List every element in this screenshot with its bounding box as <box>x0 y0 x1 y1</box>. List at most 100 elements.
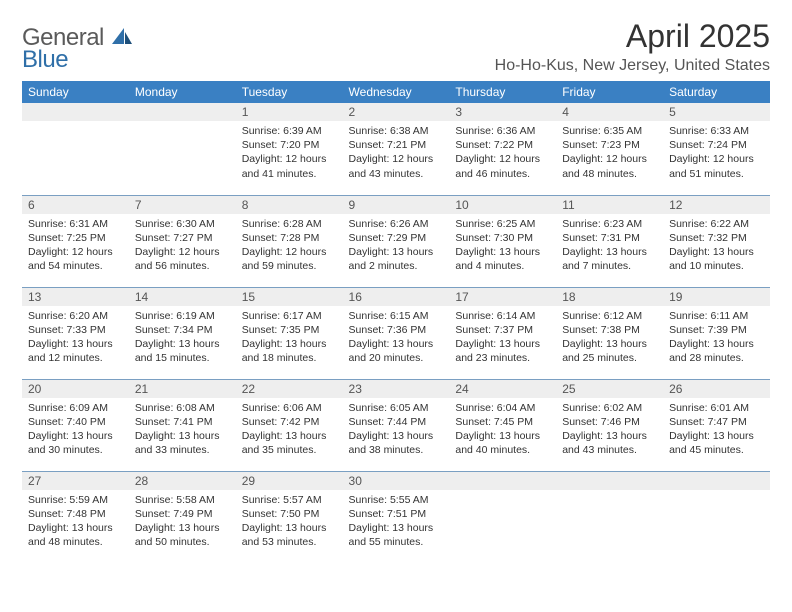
day-details: Sunrise: 6:17 AMSunset: 7:35 PMDaylight:… <box>236 306 343 370</box>
day-details: Sunrise: 6:25 AMSunset: 7:30 PMDaylight:… <box>449 214 556 278</box>
day-details: Sunrise: 6:14 AMSunset: 7:37 PMDaylight:… <box>449 306 556 370</box>
day-number: 2 <box>343 103 450 121</box>
logo-sail-icon <box>110 26 134 51</box>
calendar-day-cell: 26Sunrise: 6:01 AMSunset: 7:47 PMDayligh… <box>663 379 770 471</box>
calendar-day-cell: 2Sunrise: 6:38 AMSunset: 7:21 PMDaylight… <box>343 103 450 195</box>
day-number <box>663 472 770 490</box>
day-details: Sunrise: 6:02 AMSunset: 7:46 PMDaylight:… <box>556 398 663 462</box>
calendar-day-cell: 27Sunrise: 5:59 AMSunset: 7:48 PMDayligh… <box>22 471 129 563</box>
calendar-day-cell: 20Sunrise: 6:09 AMSunset: 7:40 PMDayligh… <box>22 379 129 471</box>
calendar-day-cell: 23Sunrise: 6:05 AMSunset: 7:44 PMDayligh… <box>343 379 450 471</box>
calendar-week-row: 13Sunrise: 6:20 AMSunset: 7:33 PMDayligh… <box>22 287 770 379</box>
calendar-week-row: 20Sunrise: 6:09 AMSunset: 7:40 PMDayligh… <box>22 379 770 471</box>
calendar-day-cell: 22Sunrise: 6:06 AMSunset: 7:42 PMDayligh… <box>236 379 343 471</box>
calendar-day-cell: 7Sunrise: 6:30 AMSunset: 7:27 PMDaylight… <box>129 195 236 287</box>
day-details: Sunrise: 6:22 AMSunset: 7:32 PMDaylight:… <box>663 214 770 278</box>
calendar-day-cell: 1Sunrise: 6:39 AMSunset: 7:20 PMDaylight… <box>236 103 343 195</box>
day-number: 14 <box>129 288 236 306</box>
day-number: 24 <box>449 380 556 398</box>
calendar-day-cell: 14Sunrise: 6:19 AMSunset: 7:34 PMDayligh… <box>129 287 236 379</box>
day-details: Sunrise: 6:12 AMSunset: 7:38 PMDaylight:… <box>556 306 663 370</box>
calendar-day-cell: 25Sunrise: 6:02 AMSunset: 7:46 PMDayligh… <box>556 379 663 471</box>
day-number: 22 <box>236 380 343 398</box>
day-number <box>129 103 236 121</box>
day-details: Sunrise: 5:59 AMSunset: 7:48 PMDaylight:… <box>22 490 129 554</box>
calendar-empty-cell <box>129 103 236 195</box>
day-number: 21 <box>129 380 236 398</box>
calendar-day-cell: 16Sunrise: 6:15 AMSunset: 7:36 PMDayligh… <box>343 287 450 379</box>
calendar-week-row: 6Sunrise: 6:31 AMSunset: 7:25 PMDaylight… <box>22 195 770 287</box>
day-details: Sunrise: 6:20 AMSunset: 7:33 PMDaylight:… <box>22 306 129 370</box>
day-details: Sunrise: 6:09 AMSunset: 7:40 PMDaylight:… <box>22 398 129 462</box>
location-text: Ho-Ho-Kus, New Jersey, United States <box>495 57 770 75</box>
day-number: 1 <box>236 103 343 121</box>
calendar-day-cell: 17Sunrise: 6:14 AMSunset: 7:37 PMDayligh… <box>449 287 556 379</box>
calendar-day-cell: 15Sunrise: 6:17 AMSunset: 7:35 PMDayligh… <box>236 287 343 379</box>
day-details: Sunrise: 6:23 AMSunset: 7:31 PMDaylight:… <box>556 214 663 278</box>
day-number: 7 <box>129 196 236 214</box>
day-details: Sunrise: 6:28 AMSunset: 7:28 PMDaylight:… <box>236 214 343 278</box>
calendar-day-cell: 28Sunrise: 5:58 AMSunset: 7:49 PMDayligh… <box>129 471 236 563</box>
day-number <box>556 472 663 490</box>
calendar-day-cell: 5Sunrise: 6:33 AMSunset: 7:24 PMDaylight… <box>663 103 770 195</box>
weekday-header: Sunday <box>22 81 129 103</box>
weekday-header: Wednesday <box>343 81 450 103</box>
calendar-empty-cell <box>22 103 129 195</box>
calendar-day-cell: 6Sunrise: 6:31 AMSunset: 7:25 PMDaylight… <box>22 195 129 287</box>
calendar-empty-cell <box>663 471 770 563</box>
day-number: 27 <box>22 472 129 490</box>
day-number <box>22 103 129 121</box>
day-details: Sunrise: 6:31 AMSunset: 7:25 PMDaylight:… <box>22 214 129 278</box>
day-details: Sunrise: 6:11 AMSunset: 7:39 PMDaylight:… <box>663 306 770 370</box>
day-number: 9 <box>343 196 450 214</box>
calendar-week-row: 1Sunrise: 6:39 AMSunset: 7:20 PMDaylight… <box>22 103 770 195</box>
day-details: Sunrise: 6:33 AMSunset: 7:24 PMDaylight:… <box>663 121 770 185</box>
calendar-day-cell: 19Sunrise: 6:11 AMSunset: 7:39 PMDayligh… <box>663 287 770 379</box>
calendar-day-cell: 29Sunrise: 5:57 AMSunset: 7:50 PMDayligh… <box>236 471 343 563</box>
calendar-empty-cell <box>449 471 556 563</box>
month-title: April 2025 <box>495 18 770 55</box>
weekday-header: Saturday <box>663 81 770 103</box>
calendar-day-cell: 8Sunrise: 6:28 AMSunset: 7:28 PMDaylight… <box>236 195 343 287</box>
day-details: Sunrise: 6:19 AMSunset: 7:34 PMDaylight:… <box>129 306 236 370</box>
day-number: 19 <box>663 288 770 306</box>
day-number: 5 <box>663 103 770 121</box>
day-details: Sunrise: 6:39 AMSunset: 7:20 PMDaylight:… <box>236 121 343 185</box>
day-details: Sunrise: 6:08 AMSunset: 7:41 PMDaylight:… <box>129 398 236 462</box>
day-number: 3 <box>449 103 556 121</box>
day-number: 8 <box>236 196 343 214</box>
day-details: Sunrise: 6:36 AMSunset: 7:22 PMDaylight:… <box>449 121 556 185</box>
day-number: 26 <box>663 380 770 398</box>
day-number: 13 <box>22 288 129 306</box>
logo-text-blue: Blue <box>22 46 68 74</box>
logo-blue-row: Blue <box>24 46 68 74</box>
day-number: 12 <box>663 196 770 214</box>
day-number: 6 <box>22 196 129 214</box>
day-details: Sunrise: 6:38 AMSunset: 7:21 PMDaylight:… <box>343 121 450 185</box>
day-details: Sunrise: 6:05 AMSunset: 7:44 PMDaylight:… <box>343 398 450 462</box>
weekday-header: Friday <box>556 81 663 103</box>
page-header: General April 2025 Ho-Ho-Kus, New Jersey… <box>22 18 770 75</box>
calendar-day-cell: 21Sunrise: 6:08 AMSunset: 7:41 PMDayligh… <box>129 379 236 471</box>
calendar-table: SundayMondayTuesdayWednesdayThursdayFrid… <box>22 81 770 563</box>
day-number: 29 <box>236 472 343 490</box>
day-number: 20 <box>22 380 129 398</box>
calendar-day-cell: 24Sunrise: 6:04 AMSunset: 7:45 PMDayligh… <box>449 379 556 471</box>
day-number: 16 <box>343 288 450 306</box>
day-number <box>449 472 556 490</box>
title-block: April 2025 Ho-Ho-Kus, New Jersey, United… <box>495 18 770 75</box>
day-number: 4 <box>556 103 663 121</box>
day-details: Sunrise: 6:01 AMSunset: 7:47 PMDaylight:… <box>663 398 770 462</box>
weekday-header: Tuesday <box>236 81 343 103</box>
day-details: Sunrise: 6:15 AMSunset: 7:36 PMDaylight:… <box>343 306 450 370</box>
day-number: 11 <box>556 196 663 214</box>
calendar-empty-cell <box>556 471 663 563</box>
day-number: 17 <box>449 288 556 306</box>
day-number: 25 <box>556 380 663 398</box>
weekday-header: Thursday <box>449 81 556 103</box>
calendar-day-cell: 30Sunrise: 5:55 AMSunset: 7:51 PMDayligh… <box>343 471 450 563</box>
day-number: 15 <box>236 288 343 306</box>
calendar-day-cell: 12Sunrise: 6:22 AMSunset: 7:32 PMDayligh… <box>663 195 770 287</box>
calendar-week-row: 27Sunrise: 5:59 AMSunset: 7:48 PMDayligh… <box>22 471 770 563</box>
day-details: Sunrise: 6:26 AMSunset: 7:29 PMDaylight:… <box>343 214 450 278</box>
